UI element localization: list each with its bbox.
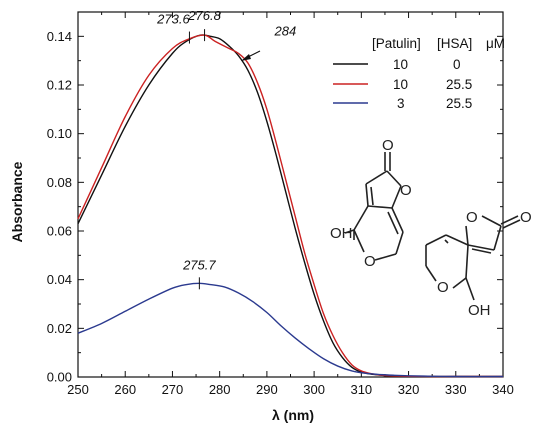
- legend-header-hsa: [HSA]: [437, 36, 472, 51]
- x-tick-label: 310: [350, 382, 372, 397]
- x-tick-label: 260: [114, 382, 136, 397]
- y-tick-label: 0.14: [47, 29, 72, 44]
- molecule-1-oh-bond: [344, 229, 355, 234]
- legend-row-2-patulin: 10: [393, 77, 408, 92]
- legend-header-patulin: [Patulin]: [372, 36, 421, 51]
- legend-row-2-hsa: 25.5: [446, 77, 472, 92]
- molecule-2-label-pyran-o: O: [437, 279, 449, 296]
- legend-header-unit: μM: [486, 36, 505, 51]
- molecule-2-label-carbonyl-o: O: [520, 209, 532, 226]
- legend: [Patulin] [HSA] μM 10 0 10 25.5 3 25.5: [333, 36, 505, 111]
- y-axis-title: Absorbance: [9, 161, 25, 242]
- molecule-1-label-pyran-o: O: [364, 253, 376, 270]
- legend-row-3-patulin: 3: [397, 96, 405, 111]
- x-tick-label: 340: [492, 382, 514, 397]
- legend-row-3-hsa: 25.5: [446, 96, 472, 111]
- peak-annotation-label: 276.8: [187, 8, 221, 23]
- y-tick-label: 0.04: [47, 272, 72, 287]
- x-tick-label: 320: [398, 382, 420, 397]
- legend-row-1-patulin: 10: [393, 57, 408, 72]
- molecule-2-label-oh: OH: [468, 302, 491, 319]
- y-tick-label: 0.02: [47, 321, 72, 336]
- x-tick-label: 280: [209, 382, 231, 397]
- plot-axes: 250 260 270 280 290 300 310 320 330 3400.000.020.…: [47, 11, 514, 397]
- series-line-patulin-10-hsa-25-5: [77, 34, 503, 378]
- plot-frame: [77, 11, 504, 378]
- molecule-structure-1: [353, 152, 404, 261]
- peak-annotation-label: 284: [274, 23, 297, 38]
- y-tick-label: 0.06: [47, 224, 72, 239]
- series-layer: [77, 34, 504, 378]
- y-tick-label: 0.12: [47, 78, 72, 93]
- x-axis-title: λ (nm): [272, 407, 314, 423]
- x-tick-label: 300: [303, 382, 325, 397]
- molecule-1-label-ring-o: O: [400, 182, 412, 199]
- molecule-2-label-ring-o: O: [466, 209, 478, 226]
- x-tick-label: 290: [256, 382, 278, 397]
- series-line-patulin-3-hsa-25-5: [77, 282, 504, 378]
- molecule-1-label-carbonyl-o: O: [382, 137, 394, 154]
- y-tick-label: 0.08: [47, 175, 72, 190]
- x-tick-label: 270: [162, 382, 184, 397]
- peak-annotation-label: 273.6: [156, 12, 190, 27]
- arrow-284: [241, 50, 261, 61]
- x-tick-label: 250: [67, 382, 89, 397]
- y-tick-label: 0.00: [47, 370, 72, 385]
- legend-row-1-hsa: 0: [453, 57, 461, 72]
- y-tick-label: 0.10: [47, 126, 72, 141]
- molecule-1-label-oh: OH: [330, 225, 353, 242]
- peak-annotation-label: 275.7: [182, 257, 216, 272]
- x-tick-label: 330: [445, 382, 467, 397]
- molecule-structure-2: [425, 215, 521, 301]
